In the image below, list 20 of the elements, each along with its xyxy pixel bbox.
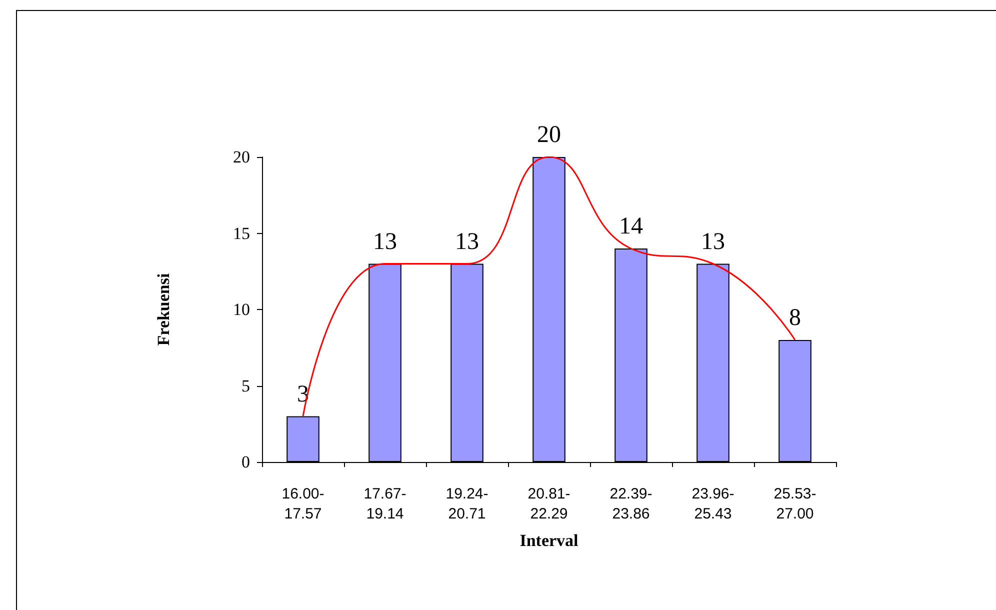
x-axis-title: Interval [520,531,579,550]
y-axis-title: Frekuensi [154,273,173,346]
data-label: 14 [619,214,643,240]
y-tick-label: 0 [242,452,250,472]
x-tick-label: 16.00-17.57 [282,486,324,522]
x-tick-label: 19.24-20.71 [446,486,488,522]
y-tick-label: 5 [242,376,250,396]
x-tick-label: 20.81-22.29 [528,486,570,522]
y-tick-label: 10 [233,300,250,319]
x-tick-label: 23.96-25.43 [692,486,734,522]
data-label: 13 [455,228,479,255]
data-label: 20 [537,122,561,148]
x-tick-label: 17.67-19.14 [364,486,406,522]
data-label: 13 [701,228,725,255]
y-tick-label: 20 [233,148,250,166]
y-tick-label: 15 [233,224,250,243]
x-tick-label: 22.39-23.86 [610,486,652,522]
data-label: 13 [373,228,397,255]
x-tick-label: 25.53-27.00 [774,486,816,522]
data-label: 8 [789,305,801,331]
